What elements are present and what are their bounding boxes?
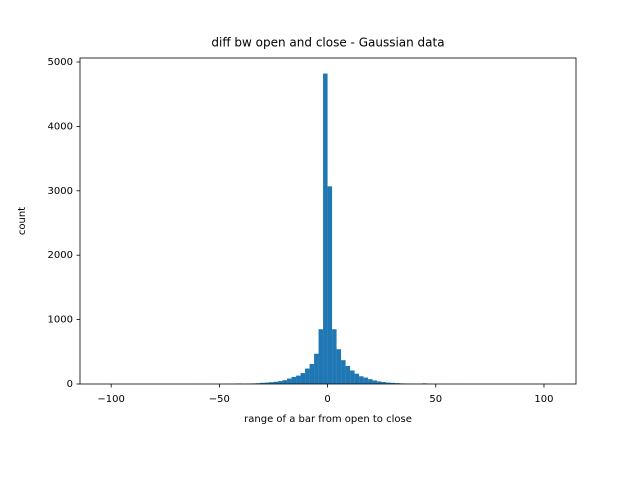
bar	[282, 380, 288, 384]
bar	[345, 365, 351, 384]
bar	[269, 382, 274, 384]
bar	[260, 382, 265, 384]
bar	[291, 376, 297, 384]
x-axis-label: range of a bar from open to close	[244, 414, 412, 425]
bar	[350, 370, 355, 384]
x-tick-label: 0	[324, 394, 330, 405]
bar	[390, 382, 396, 384]
bar	[278, 381, 283, 384]
bar	[359, 376, 364, 384]
bar	[395, 383, 400, 384]
bar	[309, 364, 315, 384]
x-tick-label: −50	[209, 394, 230, 405]
y-tick-label: 2000	[48, 250, 73, 261]
y-axis-label: count	[17, 207, 28, 235]
bar	[386, 382, 391, 384]
y-tick-label: 3000	[48, 186, 73, 197]
bar	[327, 186, 333, 384]
bar	[314, 353, 319, 384]
bar	[341, 360, 346, 384]
bar	[381, 382, 387, 384]
x-tick-label: 100	[534, 394, 553, 405]
bar	[372, 380, 378, 384]
bar	[264, 382, 270, 384]
chart-title: diff bw open and close - Gaussian data	[211, 36, 444, 50]
bar	[363, 377, 369, 384]
bar	[368, 379, 373, 384]
bar	[296, 375, 301, 384]
bar	[323, 73, 328, 384]
bar	[287, 378, 292, 384]
bar	[332, 329, 337, 384]
y-tick-label: 1000	[48, 315, 73, 326]
y-tick-label: 5000	[48, 57, 73, 68]
axes-frame	[79, 57, 577, 385]
bar	[377, 381, 382, 384]
bar	[305, 368, 310, 384]
x-tick-label: −100	[97, 394, 124, 405]
y-tick-label: 4000	[48, 121, 73, 132]
bar	[273, 381, 279, 384]
bar	[318, 329, 324, 384]
x-tick-label: 50	[429, 394, 442, 405]
y-tick-label: 0	[67, 379, 73, 390]
bar	[336, 349, 342, 384]
bar	[354, 373, 360, 384]
bar	[300, 373, 306, 384]
